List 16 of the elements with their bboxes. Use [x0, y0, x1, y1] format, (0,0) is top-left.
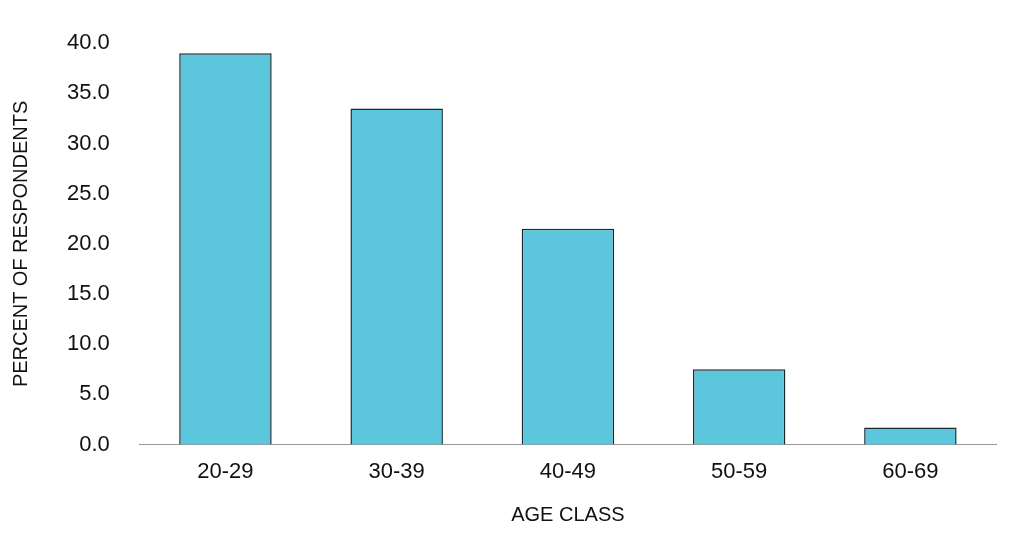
y-tick-label: 0.0	[79, 430, 110, 456]
x-tick-label: 40-49	[539, 457, 597, 483]
x-axis-title: AGE CLASS	[511, 502, 625, 525]
y-tick-label: 15.0	[66, 280, 110, 306]
x-tick-label: 60-69	[882, 457, 939, 483]
y-tick-label: 35.0	[66, 79, 110, 105]
y-tick-label: 10.0	[66, 330, 110, 356]
y-tick-label: 20.0	[66, 229, 110, 255]
y-axis-title: PERCENT OF RESPONDENTS	[8, 100, 31, 388]
x-tick-label: 20-29	[197, 457, 254, 483]
x-tick-label: 30-39	[368, 457, 425, 483]
y-tick-label: 25.0	[66, 179, 110, 205]
x-tick-label: 50-59	[711, 457, 768, 483]
y-tick-label: 40.0	[66, 29, 110, 55]
y-tick-label: 30.0	[66, 129, 110, 155]
y-tick-label: 5.0	[79, 380, 110, 406]
